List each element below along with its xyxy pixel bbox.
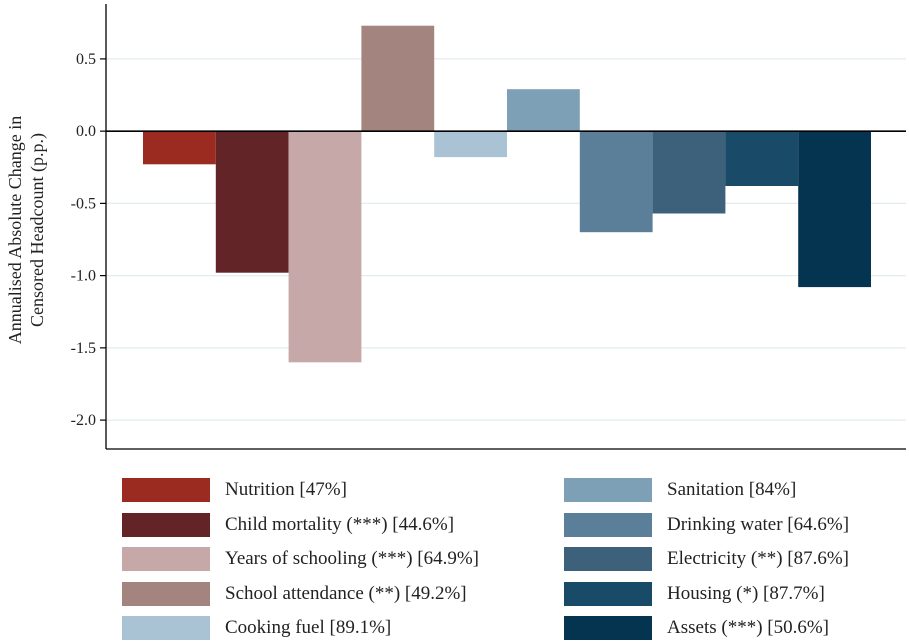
bar	[288, 131, 362, 363]
legend-swatch	[564, 547, 652, 571]
legend-item: School attendance (**) [49.2%]	[122, 581, 467, 607]
legend-label: Cooking fuel [89.1%]	[225, 617, 392, 638]
legend-label: Nutrition [47%]	[225, 479, 347, 500]
bar	[725, 131, 799, 186]
y-axis-title-line-2: Censored Headcount (p.p.)	[27, 133, 48, 327]
legend-label: Housing (*) [87.7%]	[667, 582, 825, 604]
bar	[507, 89, 580, 132]
legend-item: Electricity (**) [87.6%]	[564, 546, 849, 572]
legend-label: Years of schooling (***) [64.9%]	[225, 548, 480, 569]
legend-swatch	[122, 547, 210, 571]
y-tick-label: -0.5	[71, 195, 96, 212]
legend-swatch	[564, 512, 652, 537]
bar	[579, 131, 653, 233]
legend-item: Nutrition [47%]	[122, 477, 347, 503]
legend-item: Drinking water [64.6%]	[564, 512, 849, 538]
legend-label: Child mortality (***) [44.6%]	[225, 513, 455, 535]
legend-swatch	[122, 616, 210, 640]
legend-swatch	[564, 616, 652, 640]
legend-swatch	[122, 478, 210, 502]
bar	[215, 131, 289, 273]
legend-swatch	[122, 512, 210, 537]
bar	[361, 25, 435, 132]
legend-label: Assets (***) [50.6%]	[667, 617, 830, 638]
legend-swatch	[122, 581, 210, 606]
y-tick-label: 0.0	[76, 123, 96, 140]
y-axis-title-line-1: Annualised Absolute Change in	[5, 116, 25, 344]
legend-label: School attendance (**) [49.2%]	[225, 582, 467, 604]
y-ticks: 0.5 0.0 -0.5 -1.0 -1.5 -2.0	[71, 51, 106, 429]
legend-label: Electricity (**) [87.6%]	[667, 548, 850, 569]
bar	[143, 131, 216, 165]
legend-label: Sanitation [84%]	[667, 479, 797, 500]
y-tick-label: -1.5	[71, 340, 96, 357]
legend-item: Cooking fuel [89.1%]	[122, 615, 391, 641]
legend-item: Years of schooling (***) [64.9%]	[122, 546, 479, 572]
legend-swatch	[564, 478, 652, 502]
bars	[143, 25, 871, 363]
y-tick-label: 0.5	[76, 51, 96, 68]
bar	[798, 131, 871, 288]
y-tick-label: -2.0	[71, 412, 96, 429]
y-tick-label: -1.0	[71, 268, 96, 285]
legend-item: Housing (*) [87.7%]	[564, 581, 825, 607]
legend-swatch	[564, 581, 652, 606]
bar	[652, 131, 726, 214]
legend-item: Sanitation [84%]	[564, 477, 796, 503]
legend-item: Assets (***) [50.6%]	[564, 615, 829, 641]
chart: 0.5 0.0 -0.5 -1.0 -1.5 -2.0 Annualised Absolu…	[5, 4, 906, 450]
legend-item: Child mortality (***) [44.6%]	[122, 512, 454, 538]
legend-label: Drinking water [64.6%]	[667, 513, 850, 535]
bar	[434, 131, 507, 158]
